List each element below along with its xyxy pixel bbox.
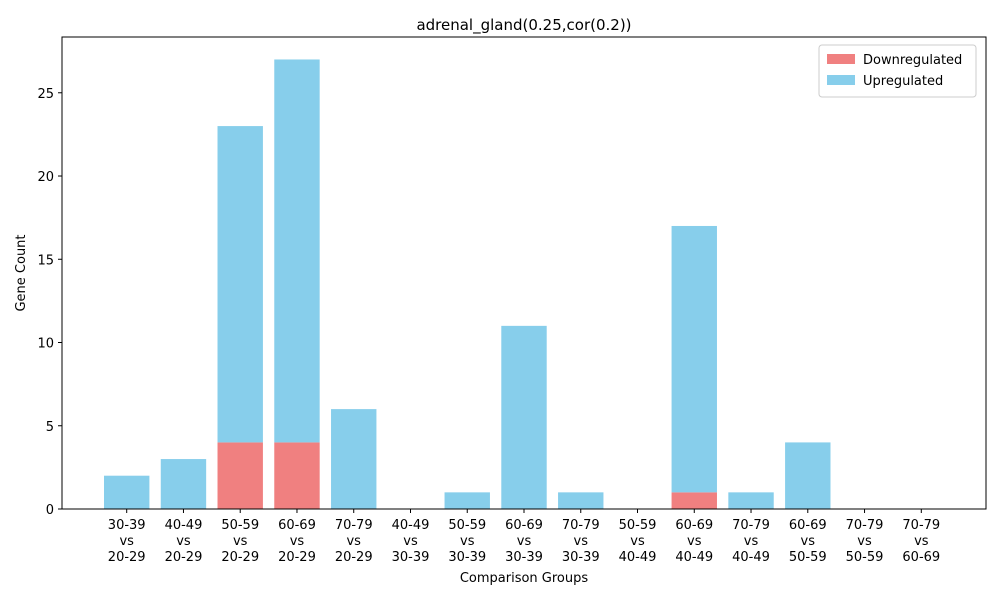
bar-segment [501,325,547,509]
bar-segment [728,492,774,509]
x-tick-label: 70-79 vs 30-39 [562,518,600,565]
bar-segment [217,126,263,443]
bar-segment [444,492,490,509]
y-tick-label: 20 [37,170,54,185]
bar-segment [104,475,150,509]
bar-segment [558,492,604,509]
legend-swatch [827,54,855,64]
y-tick-label: 15 [37,253,54,268]
legend-label: Upregulated [863,74,943,89]
legend-label: Downregulated [863,53,962,68]
x-tick-label: 60-69 vs 30-39 [505,518,543,565]
x-tick-label: 50-59 vs 20-29 [221,518,259,565]
bar-segment [160,459,207,509]
bar-segment [274,442,320,509]
plot-frame [61,36,987,510]
x-tick-label: 70-79 vs 40-49 [732,518,770,565]
x-tick-label: 60-69 vs 50-59 [789,518,827,565]
x-tick-label: 70-79 vs 50-59 [846,518,884,565]
y-tick-label: 0 [46,503,54,518]
x-tick-label: 70-79 vs 60-69 [902,518,940,565]
y-axis-label: Gene Count [14,234,29,311]
x-tick-label: 70-79 vs 20-29 [335,518,373,565]
x-tick-label: 50-59 vs 40-49 [619,518,657,565]
x-tick-label: 30-39 vs 20-29 [108,518,146,565]
x-tick-label: 50-59 vs 30-39 [448,518,486,565]
x-tick-label: 60-69 vs 40-49 [675,518,713,565]
legend: Downregulated Upregulated [818,44,977,98]
x-tick-label: 60-69 vs 20-29 [278,518,316,565]
bar-segment [331,409,377,509]
x-tick-label: 40-49 vs 20-29 [165,518,203,565]
y-tick-label: 25 [37,87,54,102]
bar-segment [785,442,831,509]
chart-title: adrenal_gland(0.25,cor(0.2)) [416,16,631,35]
bar-segment [217,442,263,509]
legend-box [818,44,977,98]
bar-segment [671,492,717,509]
bar-segment [671,225,717,493]
legend-swatch [827,75,855,85]
x-tick-label: 40-49 vs 30-39 [392,518,430,565]
y-tick-label: 5 [46,420,54,435]
bar-segment [274,59,320,443]
x-axis-label: Comparison Groups [460,571,589,586]
y-tick-label: 10 [37,337,54,352]
